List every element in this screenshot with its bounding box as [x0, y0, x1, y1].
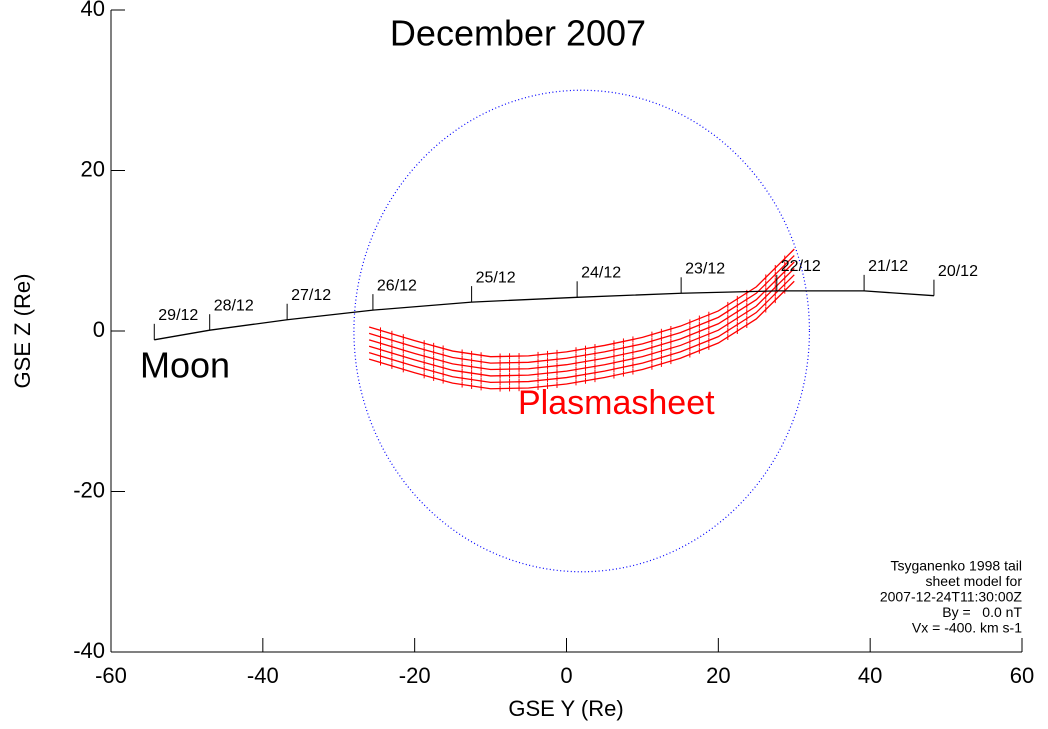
model-info: Vx = -400. km s-1	[912, 620, 1022, 636]
moon-date-label: 27/12	[291, 287, 331, 304]
plasmasheet-line	[368, 274, 795, 384]
x-tick-label: 40	[858, 663, 882, 688]
model-info: 2007-12-24T11:30:00Z	[880, 589, 1023, 605]
x-tick-label: -60	[95, 663, 127, 688]
moon-date-label: 26/12	[377, 277, 417, 294]
plasmasheet-annotation: Plasmasheet	[518, 384, 715, 422]
y-tick-label: 0	[93, 317, 105, 342]
moon-date-label: 23/12	[685, 261, 725, 278]
model-info: Tsyganenko 1998 tail	[890, 558, 1022, 574]
x-tick-label: -40	[247, 663, 279, 688]
moon-date-label: 21/12	[868, 258, 908, 275]
boundary-circle	[353, 89, 811, 573]
moon-date-label: 25/12	[476, 269, 516, 286]
plasmasheet-line	[368, 267, 795, 377]
x-tick-label: 0	[560, 663, 572, 688]
y-tick-label: 20	[81, 156, 105, 181]
chart-title: December 2007	[390, 13, 646, 54]
x-tick-label: -20	[399, 663, 431, 688]
x-tick-label: 20	[706, 663, 730, 688]
moon-date-label: 24/12	[581, 265, 621, 282]
x-tick-label: 60	[1010, 663, 1034, 688]
moon-date-label: 28/12	[214, 297, 254, 314]
moon-track	[154, 290, 934, 341]
x-axis-label: GSE Y (Re)	[508, 696, 623, 721]
moon-annotation: Moon	[140, 345, 230, 386]
model-info: By = 0.0 nT	[942, 604, 1022, 620]
moon-date-label: 22/12	[781, 258, 821, 275]
moon-date-label: 20/12	[938, 263, 978, 280]
model-info: sheet model for	[926, 573, 1023, 589]
moon-date-label: 29/12	[158, 307, 198, 324]
y-tick-label: -40	[73, 638, 105, 663]
y-axis-label: GSE Z (Re)	[10, 274, 35, 389]
y-tick-label: 40	[81, 0, 105, 21]
y-tick-label: -20	[73, 477, 105, 502]
